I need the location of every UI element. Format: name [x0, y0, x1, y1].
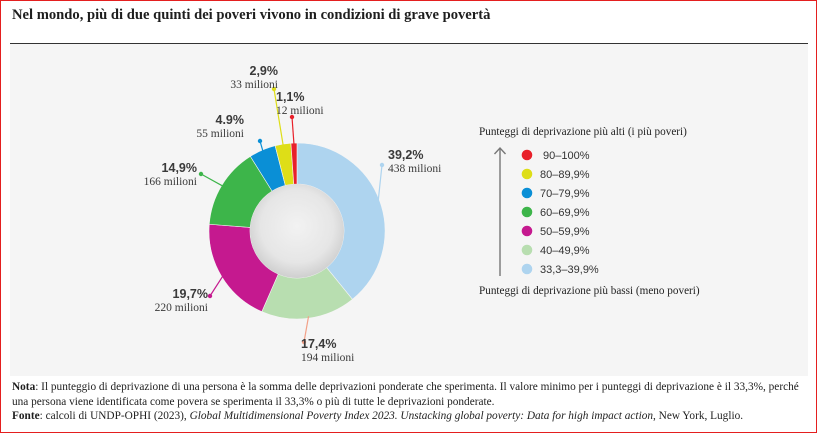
note-text: : Il punteggio di deprivazione di una pe… [12, 381, 799, 408]
leader-line [303, 316, 310, 343]
slice-percent-label: 19,7% [173, 287, 208, 301]
slice-people-label: 12 milioni [276, 105, 324, 117]
slice-people-label: 166 milioni [144, 176, 197, 188]
slice-people-label: 220 milioni [155, 302, 208, 314]
legend-swatch [521, 168, 533, 180]
leader-dot [289, 114, 295, 120]
leader-line [377, 164, 383, 203]
legend-top-caption: Punteggi di deprivazione più alti (i più… [479, 126, 687, 138]
source-label: Fonte [12, 410, 40, 422]
leader-line [200, 173, 224, 187]
legend-label: 90–100% [543, 150, 590, 162]
slice-percent-label: 39,2% [388, 148, 423, 162]
source-text-pre: : calcoli di UNDP-OPHI (2023), [39, 410, 190, 422]
donut-hole [250, 184, 344, 278]
leader-dot [257, 138, 263, 144]
legend: Punteggi di deprivazione più alti (i più… [479, 126, 700, 297]
leader-lines [198, 86, 385, 345]
legend-bottom-caption: Punteggi di deprivazione più bassi (meno… [479, 285, 700, 297]
legend-swatch [521, 187, 533, 199]
slice-people-label: 194 milioni [301, 352, 354, 364]
chart-title: Nel mondo, più di due quinti dei poveri … [12, 7, 491, 23]
source-text-post: , New York, Luglio. [653, 410, 744, 422]
legend-swatch [521, 263, 533, 275]
source-paragraph: Fonte: calcoli di UNDP-OPHI (2023), Glob… [12, 409, 807, 424]
leader-line [209, 274, 224, 297]
title-divider [10, 43, 808, 44]
legend-swatch [521, 225, 533, 237]
leader-line [291, 116, 295, 146]
note-label: Nota [12, 381, 36, 393]
leader-line [273, 88, 284, 147]
note-paragraph: Nota: Il punteggio di deprivazione di un… [12, 380, 807, 409]
leader-dot [198, 171, 204, 177]
legend-label: 70–79,9% [540, 188, 590, 200]
leader-dot [379, 162, 385, 168]
legend-swatch [521, 244, 533, 256]
slice-people-label: 33 milioni [230, 79, 278, 91]
slice-labels: 39,2%438 milioni 17,4%194 milioni 19,7%220… [144, 64, 442, 364]
legend-label: 80–89,9% [540, 169, 590, 181]
leader-dot [207, 293, 213, 299]
legend-items: 90–100% 80–89,9% 70–79,9% 60–69,9% 50–59,9% 4… [521, 149, 599, 276]
leader-dot [271, 86, 277, 92]
slice-percent-label: 4.9% [216, 113, 245, 127]
donut-slices [208, 142, 386, 320]
legend-label: 33,3–39,9% [540, 264, 599, 276]
slice-percent-label: 17,4% [301, 337, 336, 351]
footnotes: Nota: Il punteggio di deprivazione di un… [12, 380, 807, 424]
legend-swatch [521, 149, 533, 161]
arrow-up-icon [493, 146, 507, 155]
slice-people-label: 438 milioni [388, 163, 441, 175]
slice-people-label: 55 milioni [196, 128, 244, 140]
slice-percent-label: 1,1% [276, 90, 305, 104]
slice-percent-label: 2,9% [250, 64, 279, 78]
legend-swatch [521, 206, 533, 218]
legend-label: 60–69,9% [540, 207, 590, 219]
source-title: Global Multidimensional Poverty Index 20… [189, 410, 654, 422]
legend-label: 50–59,9% [540, 226, 590, 238]
legend-label: 40–49,9% [540, 245, 590, 257]
slice-percent-label: 14,9% [162, 161, 197, 175]
chart-panel [10, 44, 808, 376]
leader-dot [301, 339, 307, 345]
